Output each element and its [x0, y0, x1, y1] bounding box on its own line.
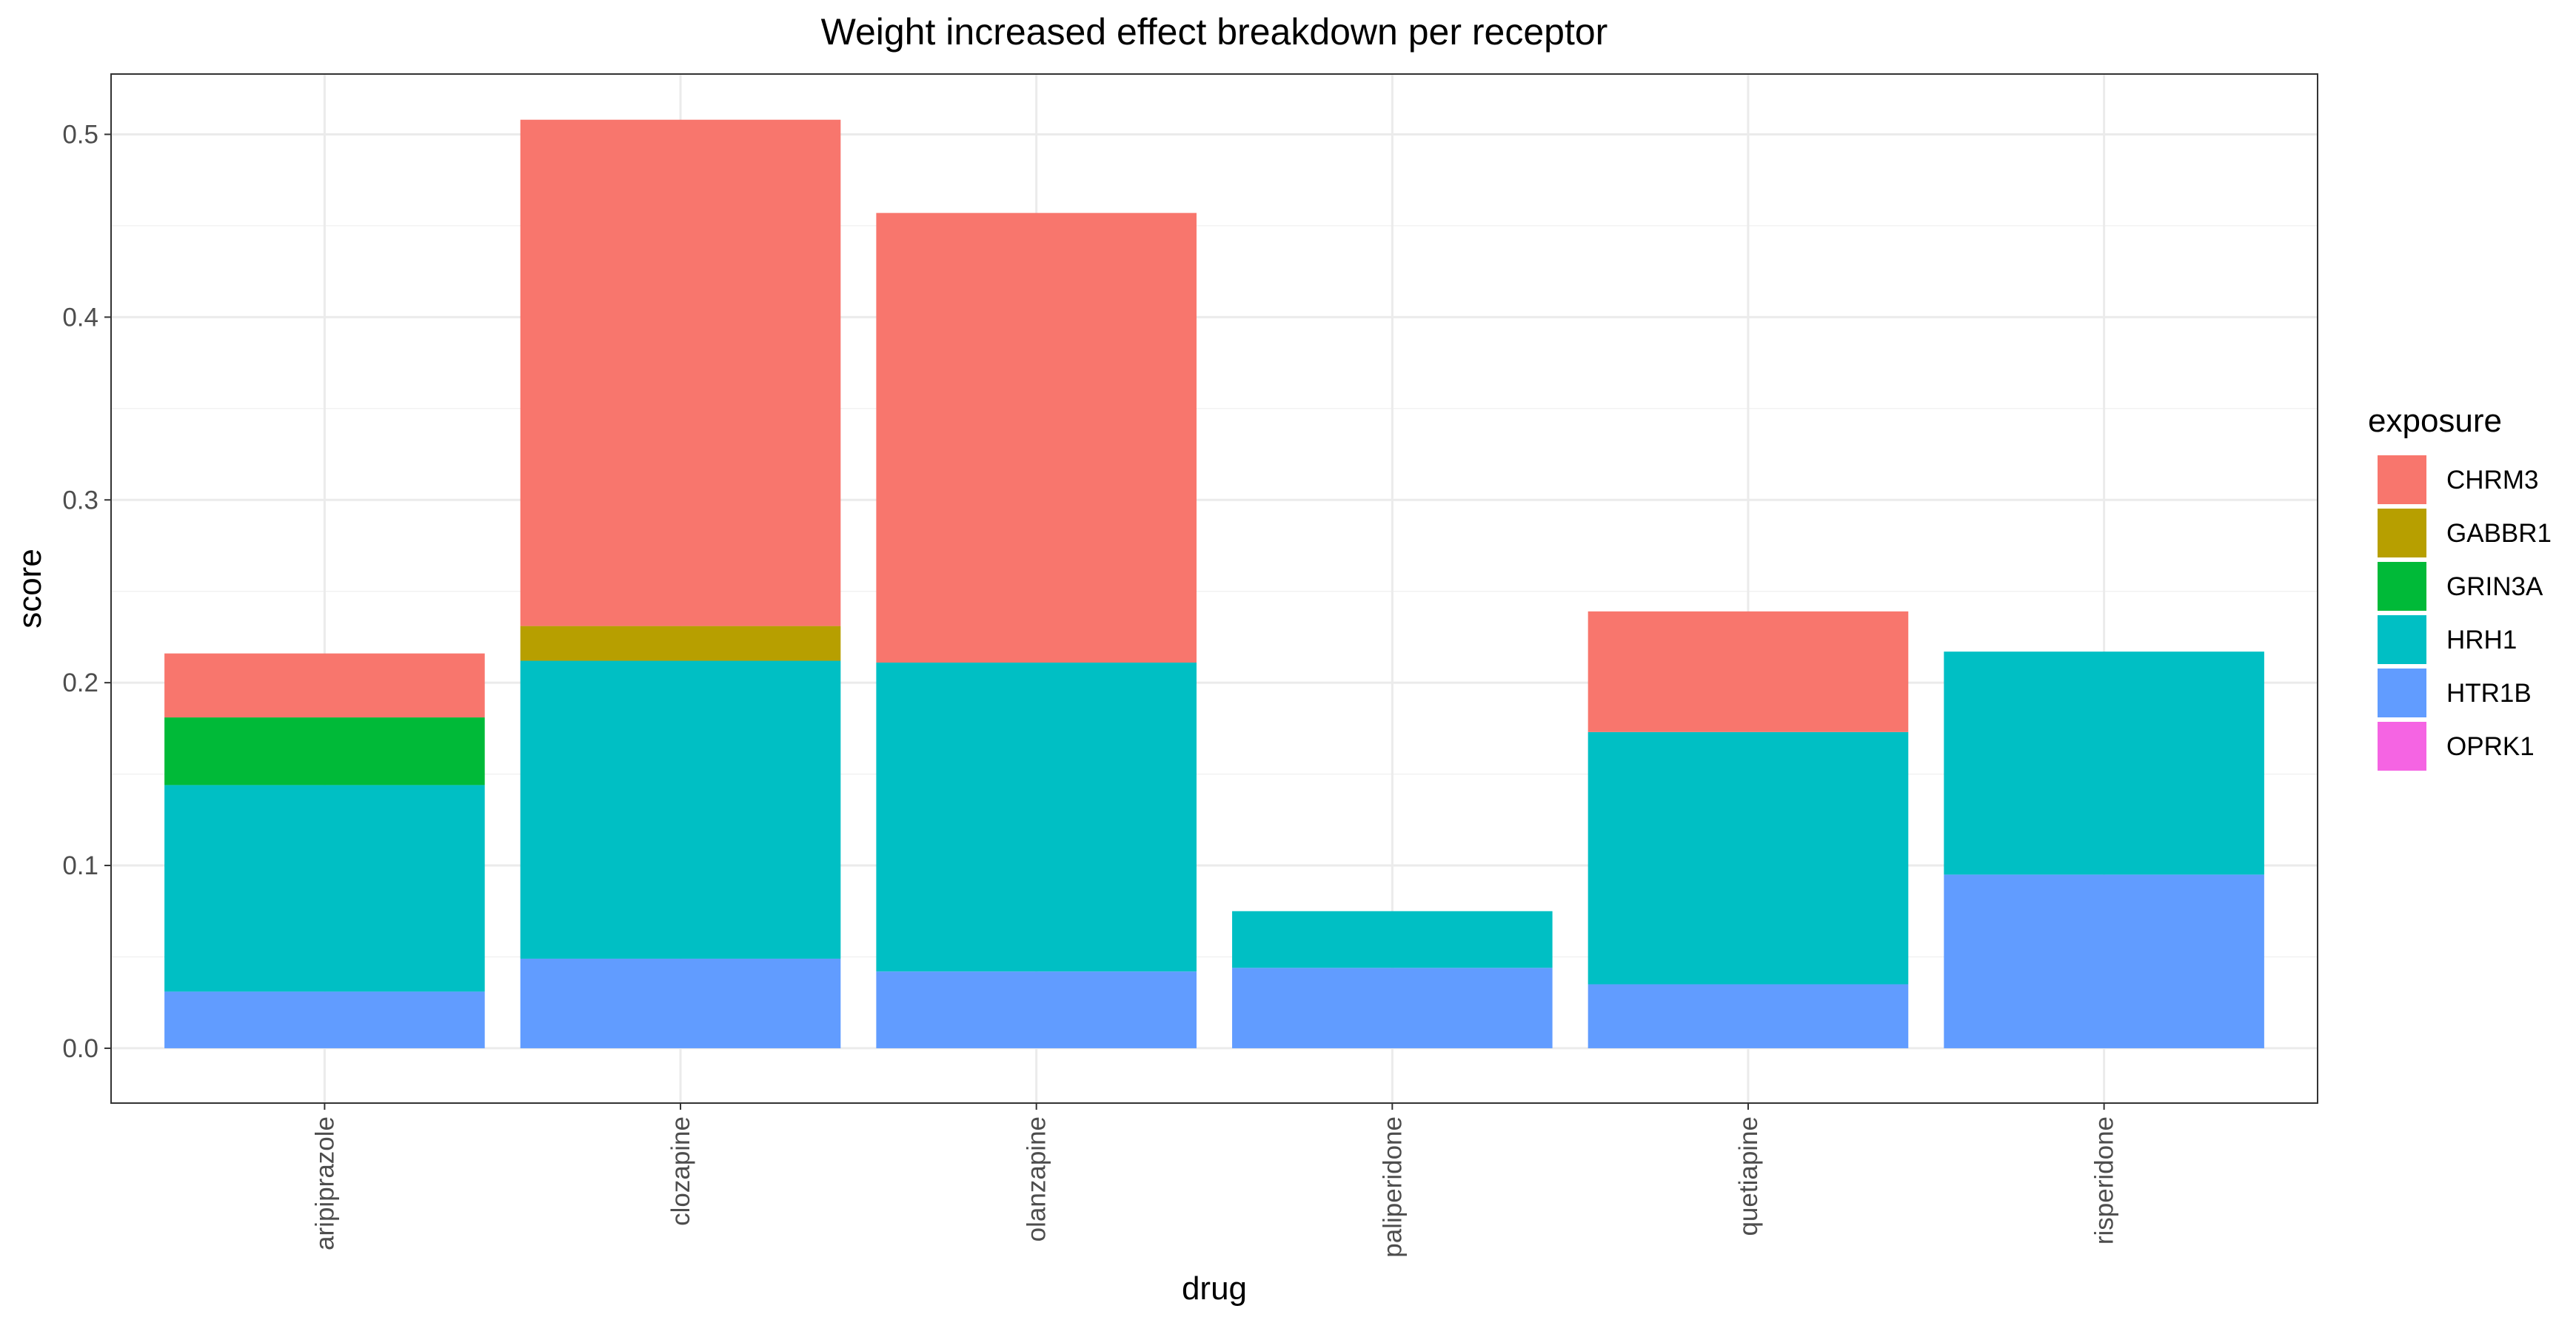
bar-segment-paliperidone-hrh1	[1232, 911, 1553, 968]
y-axis-title: score	[12, 549, 48, 629]
y-tick-label: 0.4	[62, 303, 98, 332]
bar-segment-risperidone-hrh1	[1944, 651, 2264, 875]
x-axis: aripiprazole clozapine olanzapine paliperid…	[310, 1103, 2119, 1258]
legend-title: exposure	[2368, 403, 2502, 439]
bar-segment-clozapine-htr1b	[520, 958, 841, 1048]
x-tick-label: paliperidone	[1378, 1116, 1407, 1258]
bar-segment-risperidone-htr1b	[1944, 874, 2264, 1048]
y-tick-label: 0.1	[62, 851, 98, 880]
legend-label: HTR1B	[2446, 679, 2532, 708]
y-axis: 0.0 0.1 0.2 0.3 0.4 0.5	[62, 120, 111, 1063]
bar-segment-quetiapine-htr1b	[1588, 984, 1909, 1048]
legend: exposure CHRM3 GABBR1 GRIN3A HRH1 HTR1B OPRK1	[2368, 403, 2552, 771]
bar-segment-clozapine-hrh1	[520, 660, 841, 959]
legend-key-hrh1	[2378, 615, 2426, 664]
legend-label: GRIN3A	[2446, 572, 2543, 601]
legend-key-htr1b	[2378, 669, 2426, 717]
y-tick-label: 0.0	[62, 1034, 98, 1063]
legend-key-oprk1	[2378, 722, 2426, 771]
x-tick-label: quetiapine	[1734, 1116, 1763, 1236]
bar-segment-quetiapine-chrm3	[1588, 611, 1909, 732]
y-tick-label: 0.5	[62, 120, 98, 149]
legend-label: CHRM3	[2446, 466, 2538, 495]
bar-segment-clozapine-chrm3	[520, 119, 841, 626]
bar-segment-paliperidone-htr1b	[1232, 968, 1553, 1048]
legend-key-gabbr1	[2378, 509, 2426, 557]
x-tick-label: clozapine	[666, 1116, 695, 1226]
bar-segment-olanzapine-hrh1	[876, 662, 1197, 972]
chart-title: Weight increased effect breakdown per re…	[821, 11, 1608, 53]
bar-segment-olanzapine-htr1b	[876, 971, 1197, 1048]
plot-border	[110, 73, 2318, 1104]
bar-segment-quetiapine-hrh1	[1588, 731, 1909, 985]
bar-segment-clozapine-gabbr1	[520, 626, 841, 661]
legend-key-grin3a	[2378, 562, 2426, 611]
bars	[164, 119, 2264, 1048]
bar-segment-aripiprazole-chrm3	[164, 653, 485, 718]
x-axis-title: drug	[1182, 1270, 1247, 1307]
y-tick-label: 0.3	[62, 486, 98, 515]
legend-key-chrm3	[2378, 455, 2426, 504]
y-tick-label: 0.2	[62, 669, 98, 697]
x-tick-label: aripiprazole	[310, 1116, 339, 1250]
legend-label: OPRK1	[2446, 732, 2535, 761]
legend-items: CHRM3 GABBR1 GRIN3A HRH1 HTR1B OPRK1	[2378, 455, 2552, 771]
bar-segment-aripiprazole-htr1b	[164, 991, 485, 1048]
bar-segment-olanzapine-chrm3	[876, 212, 1197, 663]
legend-label: HRH1	[2446, 626, 2517, 654]
legend-label: GABBR1	[2446, 519, 2552, 548]
bar-segment-aripiprazole-grin3a	[164, 717, 485, 785]
bar-segment-aripiprazole-hrh1	[164, 785, 485, 992]
x-tick-label: risperidone	[2090, 1116, 2119, 1244]
x-tick-label: olanzapine	[1023, 1116, 1051, 1242]
